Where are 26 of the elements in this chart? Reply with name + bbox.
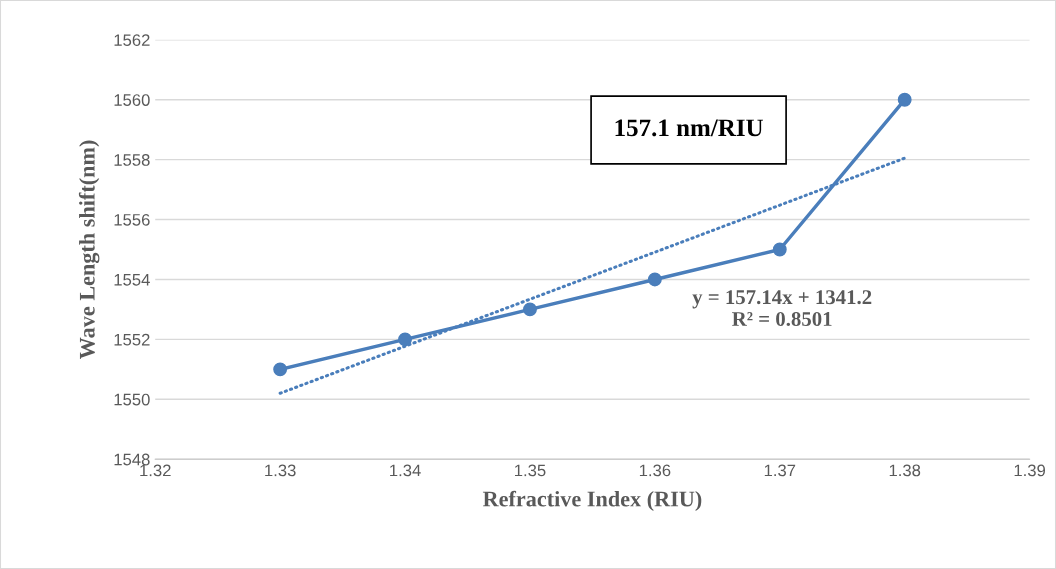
y-tick-label: 1554 bbox=[114, 274, 150, 286]
y-tick-label: 1562 bbox=[114, 34, 150, 47]
point bbox=[772, 242, 787, 257]
y-tick-label: 1550 bbox=[114, 393, 150, 406]
y-tick-label: 1552 bbox=[114, 333, 150, 346]
y-tick-label: 1548 bbox=[114, 453, 150, 466]
x-tick-label: 1.33 bbox=[265, 464, 296, 477]
annotation: y = 157.14x + 1341.2 R² = 0.8501 bbox=[692, 290, 872, 327]
x-tick-label: 1.38 bbox=[889, 464, 921, 477]
y-tick-label: 1556 bbox=[114, 213, 150, 226]
x-tick-label: 1.39 bbox=[1014, 464, 1046, 477]
y-axis-title: Wave Length shift(nm) bbox=[78, 140, 100, 360]
annotation: 157.1 nm/RIU bbox=[615, 119, 763, 137]
point bbox=[273, 362, 288, 377]
x-axis-title: Refractive Index (RIU) bbox=[482, 490, 702, 512]
y-tick-label: 1560 bbox=[114, 94, 150, 106]
y-tick-label: 1558 bbox=[114, 154, 150, 166]
x-tick-label: 1.37 bbox=[764, 464, 796, 477]
x-tick-label: 1.32 bbox=[140, 464, 171, 477]
x-tick-label: 1.35 bbox=[515, 464, 546, 477]
point bbox=[398, 332, 412, 347]
point bbox=[647, 272, 662, 287]
x-tick-label: 1.36 bbox=[639, 464, 671, 477]
point bbox=[897, 92, 912, 107]
point bbox=[523, 302, 537, 317]
x-tick-label: 1.34 bbox=[390, 464, 421, 477]
